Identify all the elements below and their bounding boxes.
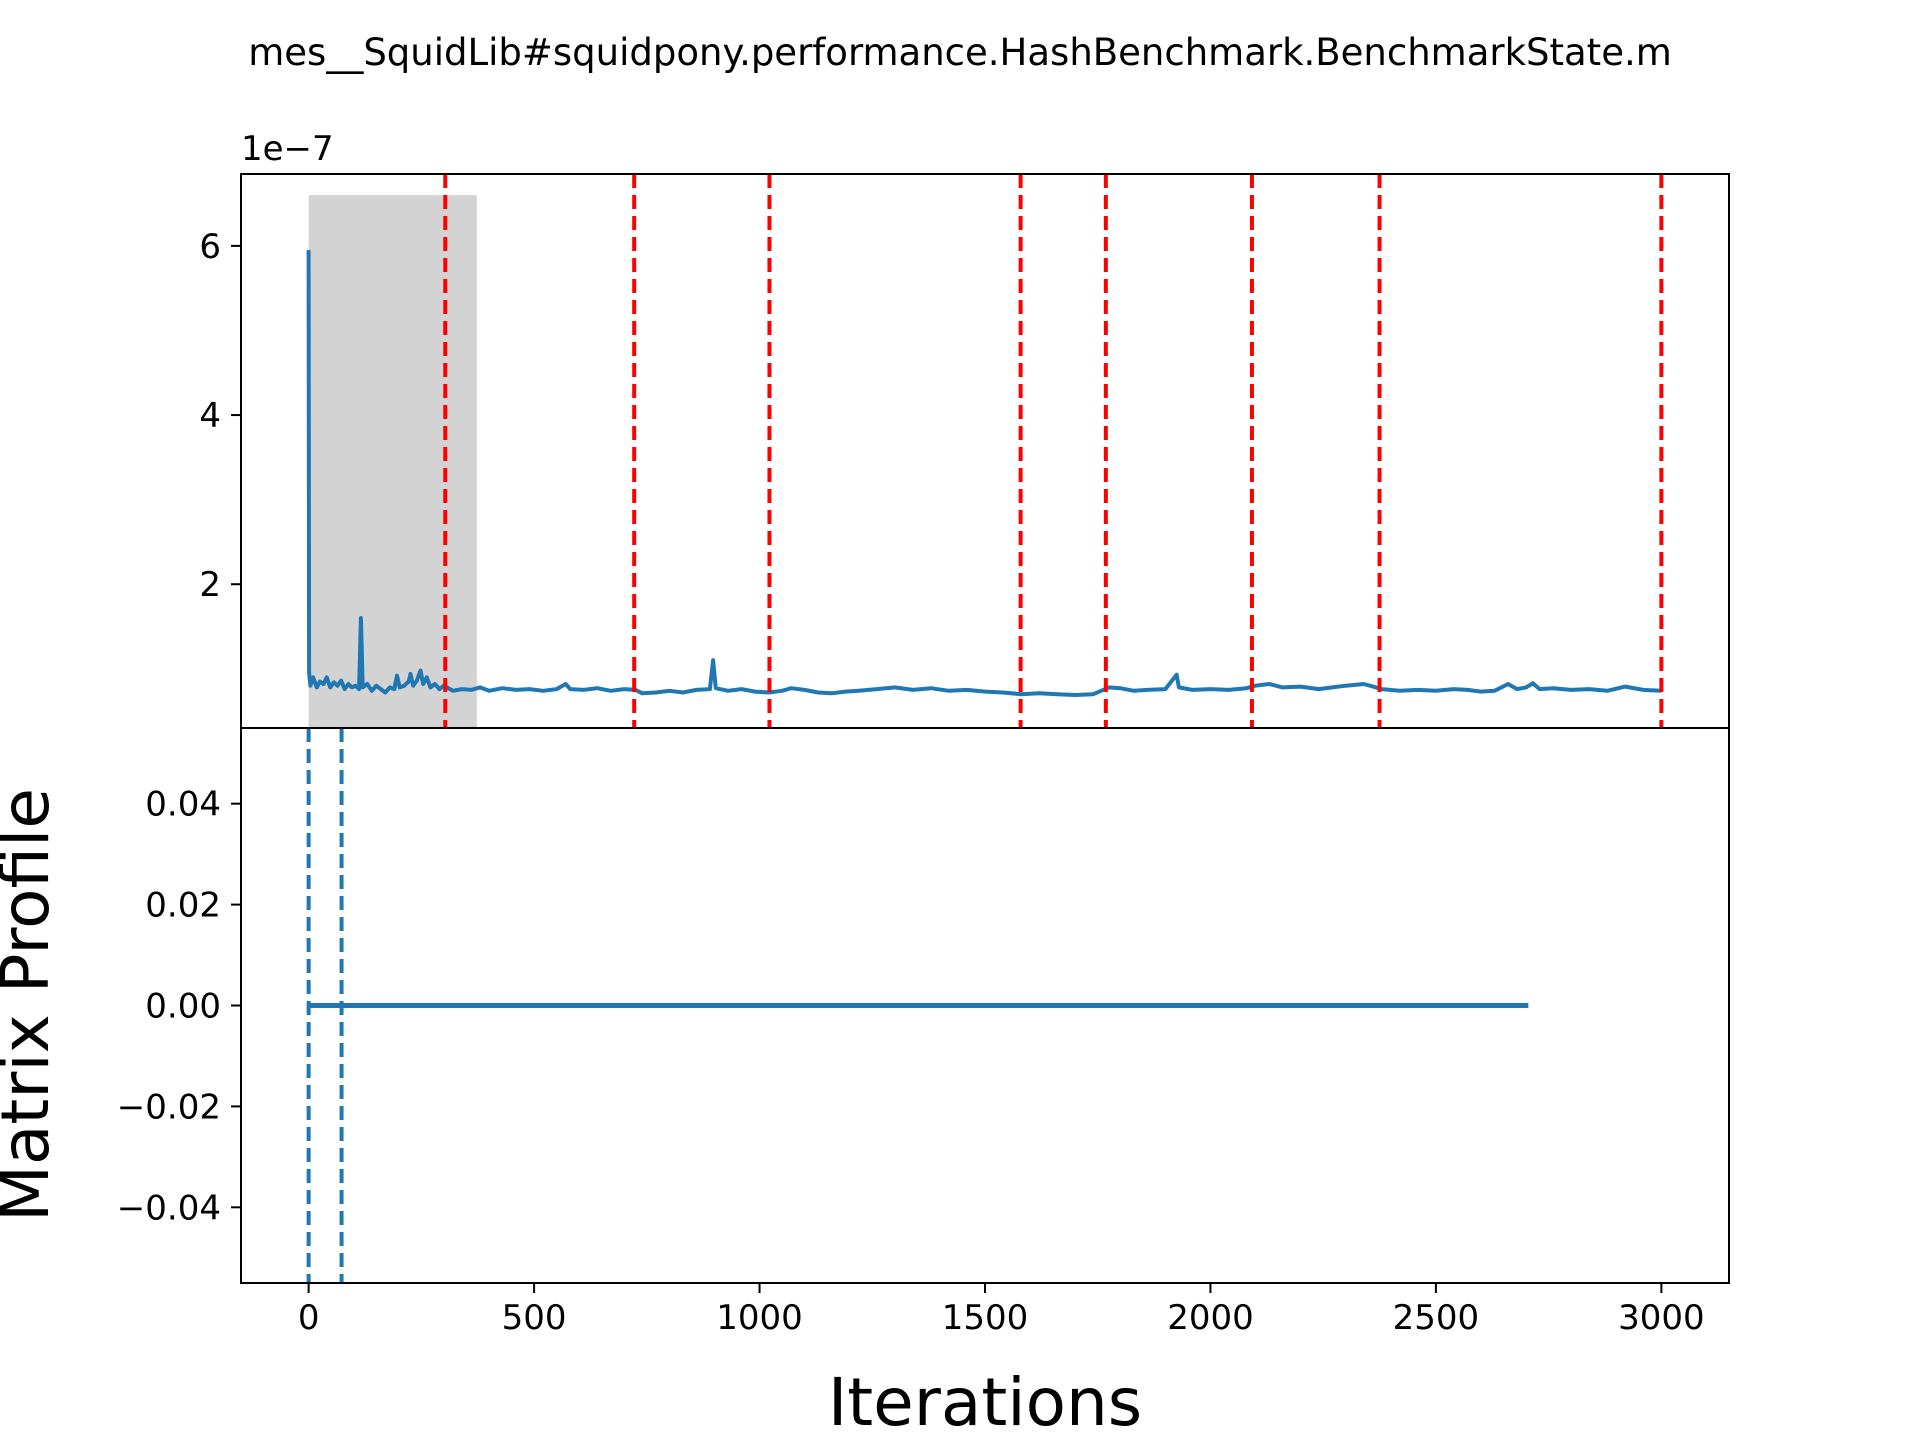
x-axis: 0 500 1000 1500 2000 2500 3000	[298, 1283, 1705, 1338]
x-tick-label: 1000	[716, 1298, 803, 1338]
chart-title: mes__SquidLib#squidpony.performance.Hash…	[248, 31, 1672, 74]
top-y-tick-label: 4	[199, 396, 221, 436]
bottom-y-tick-label: −0.04	[117, 1188, 221, 1228]
shaded-region	[308, 195, 477, 729]
x-tick-label: 1500	[942, 1298, 1029, 1338]
bottom-y-tick-label: −0.02	[117, 1087, 221, 1127]
y-axis-label: Matrix Profile	[0, 788, 64, 1222]
x-tick-label: 0	[298, 1298, 320, 1338]
x-tick-label: 2500	[1393, 1298, 1480, 1338]
bottom-y-tick-label: 0.02	[145, 886, 221, 926]
x-tick-label: 500	[502, 1298, 567, 1338]
bottom-y-tick-label: 0.00	[145, 987, 221, 1027]
series-line	[306, 250, 1662, 697]
top-y-tick-label: 2	[199, 565, 221, 605]
bottom-y-tick-label: 0.04	[145, 785, 221, 825]
top-offset-text: 1e−7	[241, 129, 334, 169]
x-tick-label: 2000	[1167, 1298, 1254, 1338]
x-tick-label: 3000	[1618, 1298, 1705, 1338]
top-y-tick-label: 6	[199, 227, 221, 267]
x-axis-label: Iterations	[828, 1364, 1142, 1440]
top-panel: 2 4 6 1e−7	[199, 129, 1730, 729]
